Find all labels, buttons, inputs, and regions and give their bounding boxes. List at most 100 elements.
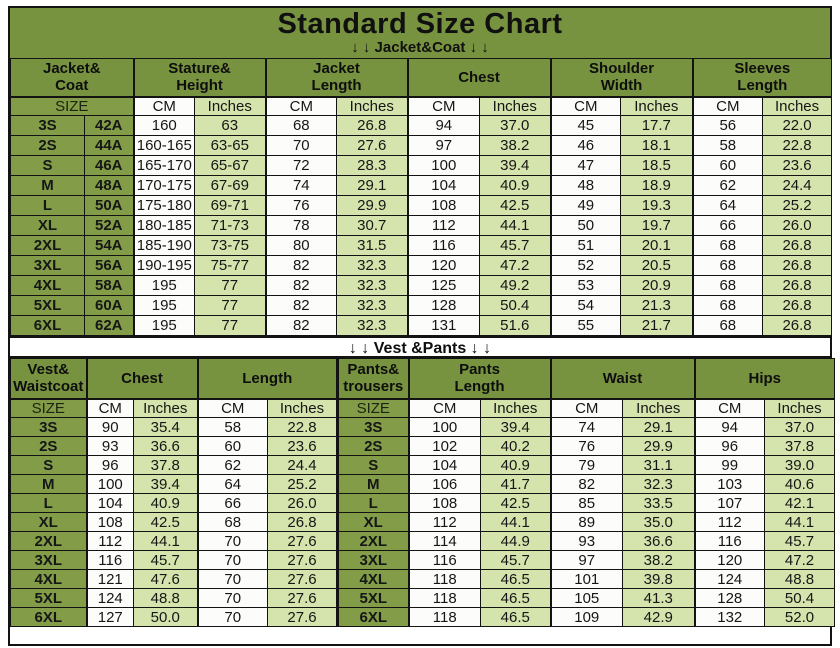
inches-value-cell: 39.0 [764, 455, 836, 475]
cm-value-cell: 70 [265, 135, 338, 156]
inches-value-cell: 77 [194, 315, 267, 336]
cm-value-cell: 118 [408, 607, 481, 627]
table-row: XL 108 42.5 68 26.8 XL 112 44.1 89 35.0 112 44.1 [10, 512, 836, 532]
inches-header-cell: Inches [194, 96, 267, 116]
inches-value-cell: 26.0 [762, 215, 833, 236]
cm-header-cell: CM [550, 398, 623, 418]
cm-value-cell: 109 [550, 607, 623, 627]
size-cell: 6XL [337, 607, 410, 627]
inches-value-cell: 18.9 [620, 175, 694, 196]
group-header-cell: Jacket& Coat [9, 58, 135, 98]
cm-value-cell: 70 [197, 607, 268, 627]
inches-header-cell: Inches [621, 398, 696, 418]
inches-value-cell: 24.4 [267, 455, 339, 475]
inches-value-cell: 37.0 [764, 417, 836, 437]
inches-value-cell: 45.7 [133, 550, 199, 570]
cm-value-cell: 82 [265, 295, 338, 316]
cm-value-cell: 80 [265, 235, 338, 256]
size-cell: XL [10, 215, 85, 236]
table-row: 3S 42A 160 63 68 26.8 94 37.0 45 17.7 56 22.0 [10, 115, 833, 136]
inches-value-cell: 21.3 [620, 295, 694, 316]
inches-value-cell: 67-69 [194, 175, 267, 196]
inches-value-cell: 18.5 [620, 155, 694, 176]
cm-value-cell: 68 [692, 255, 764, 276]
inches-value-cell: 32.3 [621, 474, 696, 494]
inches-header-cell: Inches [762, 96, 833, 116]
inches-value-cell: 48.8 [764, 569, 836, 589]
inches-value-cell: 47.2 [764, 550, 836, 570]
inches-value-cell: 42.5 [480, 493, 552, 513]
size-header-cell: SIZE [337, 398, 410, 418]
cm-value-cell: 78 [265, 215, 338, 236]
cm-value-cell: 120 [407, 255, 481, 276]
table-row: M 100 39.4 64 25.2 M 106 41.7 82 32.3 103 40.6 [10, 474, 836, 494]
inches-value-cell: 26.8 [762, 295, 833, 316]
inches-value-cell: 45.7 [479, 235, 552, 256]
inches-value-cell: 23.6 [762, 155, 833, 176]
table-row: M 48A 170-175 67-69 74 29.1 104 40.9 48 18.9 62 24.… [10, 175, 833, 196]
size-cell: 5XL [10, 588, 88, 608]
cm-value-cell: 128 [407, 295, 481, 316]
table-row: 4XL 58A 195 77 82 32.3 125 49.2 53 20.9 68 26.8 [10, 275, 833, 296]
inches-value-cell: 27.6 [336, 135, 409, 156]
inches-value-cell: 31.5 [336, 235, 409, 256]
cm-value-cell: 60 [197, 436, 268, 456]
cm-value-cell: 116 [407, 235, 481, 256]
fit-code-cell: 42A [83, 115, 135, 136]
size-cell: L [10, 195, 85, 216]
inches-value-cell: 44.1 [133, 531, 199, 551]
cm-value-cell: 190-195 [133, 255, 196, 276]
inches-value-cell: 22.0 [762, 115, 833, 136]
group-header-cell: Stature& Height [133, 58, 267, 98]
cm-value-cell: 195 [133, 295, 196, 316]
table-row: 2XL 54A 185-190 73-75 80 31.5 116 45.7 51 20.1 68 2… [10, 235, 833, 256]
cm-value-cell: 108 [86, 512, 134, 532]
cm-value-cell: 50 [550, 215, 622, 236]
cm-value-cell: 100 [86, 474, 134, 494]
cm-header-cell: CM [86, 398, 134, 418]
inches-value-cell: 24.4 [762, 175, 833, 196]
size-cell: L [10, 493, 88, 513]
size-cell: 2XL [10, 531, 88, 551]
cm-value-cell: 100 [407, 155, 481, 176]
table-row: 3S 90 35.4 58 22.8 3S 100 39.4 74 29.1 94 37.0 [10, 417, 836, 437]
cm-value-cell: 120 [694, 550, 766, 570]
cm-value-cell: 160-165 [133, 135, 196, 156]
inches-value-cell: 63-65 [194, 135, 267, 156]
inches-value-cell: 49.2 [479, 275, 552, 296]
inches-value-cell: 50.4 [479, 295, 552, 316]
fit-code-cell: 50A [83, 195, 135, 216]
cm-value-cell: 70 [197, 569, 268, 589]
inches-value-cell: 33.5 [621, 493, 696, 513]
inches-value-cell: 26.8 [762, 315, 833, 336]
inches-value-cell: 75-77 [194, 255, 267, 276]
inches-value-cell: 50.4 [764, 588, 836, 608]
inches-value-cell: 37.0 [479, 115, 552, 136]
inches-value-cell: 77 [194, 295, 267, 316]
cm-value-cell: 82 [265, 255, 338, 276]
cm-value-cell: 55 [550, 315, 622, 336]
cm-value-cell: 85 [550, 493, 623, 513]
cm-value-cell: 46 [550, 135, 622, 156]
fit-code-cell: 60A [83, 295, 135, 316]
size-cell: 3XL [10, 550, 88, 570]
group-header-row: Vest& Waistcoat Chest Length Pants& trou… [10, 358, 836, 400]
inches-value-cell: 20.5 [620, 255, 694, 276]
inches-header-cell: Inches [620, 96, 694, 116]
cm-value-cell: 118 [408, 588, 481, 608]
cm-value-cell: 121 [86, 569, 134, 589]
group-header-row: Jacket& Coat Stature& Height Jacket Leng… [9, 58, 833, 98]
inches-value-cell: 45.7 [764, 531, 836, 551]
inches-value-cell: 50.0 [133, 607, 199, 627]
cm-value-cell: 107 [694, 493, 766, 513]
group-header-cell: Chest [407, 58, 552, 98]
size-cell: M [337, 474, 410, 494]
cm-value-cell: 70 [197, 550, 268, 570]
cm-value-cell: 96 [694, 436, 766, 456]
inches-value-cell: 19.3 [620, 195, 694, 216]
fit-code-cell: 46A [83, 155, 135, 176]
inches-value-cell: 44.9 [480, 531, 552, 551]
cm-value-cell: 90 [86, 417, 134, 437]
cm-value-cell: 66 [197, 493, 268, 513]
inches-value-cell: 25.2 [762, 195, 833, 216]
